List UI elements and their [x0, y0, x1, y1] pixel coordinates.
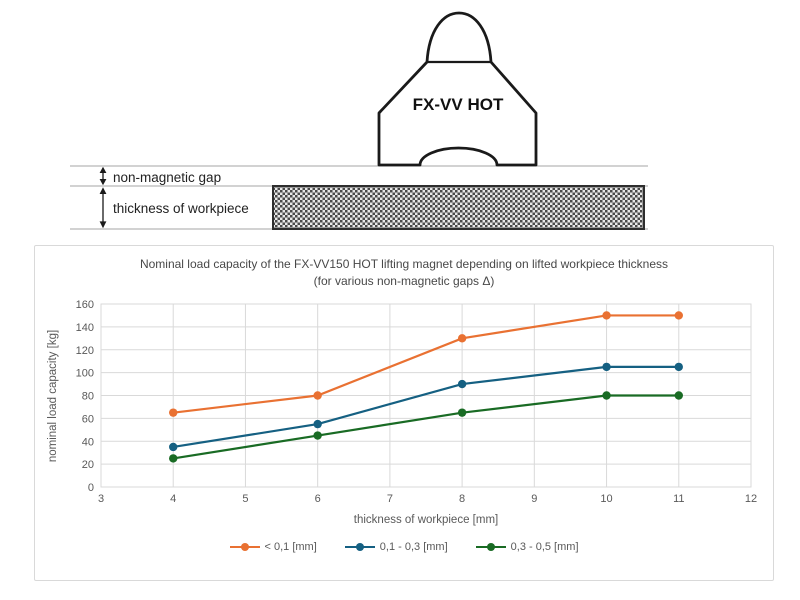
dimension-arrows	[99, 166, 107, 229]
series-line	[173, 314, 679, 414]
x-tick-label: 7	[387, 493, 393, 505]
legend-label: 0,3 - 0,5 [mm]	[510, 541, 579, 553]
series-line	[173, 365, 679, 449]
magnet-outline	[377, 11, 538, 167]
y-tick-label: 80	[82, 391, 94, 403]
x-axis-title: thickness of workpiece [mm]	[354, 514, 498, 526]
legend-item-0: < 0,1 [mm]	[229, 541, 317, 553]
x-tick-label: 3	[98, 493, 104, 505]
legend-label: < 0,1 [mm]	[264, 541, 317, 553]
y-tick-label: 140	[76, 322, 94, 334]
legend-label: 0,1 - 0,3 [mm]	[379, 541, 448, 553]
y-tick-label: 60	[82, 413, 94, 425]
data-point	[313, 419, 322, 429]
data-point	[457, 334, 467, 343]
magnet-diagram: FX-VV HOT non-magnetic gap thickness of …	[70, 11, 648, 230]
data-point	[674, 391, 683, 400]
data-point	[674, 311, 683, 320]
data-point	[169, 442, 178, 452]
data-point	[169, 408, 178, 417]
series-2	[169, 391, 683, 463]
series-0	[169, 311, 683, 417]
data-point	[602, 391, 611, 400]
series-line	[173, 394, 679, 460]
x-tick-label: 10	[600, 493, 612, 505]
x-tick-label: 9	[531, 493, 537, 505]
magnet-label: FX-VV HOT	[413, 95, 504, 114]
y-tick-label: 0	[88, 482, 94, 494]
lifting-magnet: FX-VV HOT	[377, 11, 538, 167]
y-tick-label: 100	[76, 368, 94, 380]
data-point	[674, 362, 683, 372]
data-point	[313, 431, 322, 440]
x-tick-label: 12	[745, 493, 757, 505]
y-tick-label: 120	[76, 345, 94, 357]
chart-svg: thickness of workpiece [mm] nominal load…	[47, 299, 757, 526]
data-point	[602, 311, 611, 320]
chart-title-line2: (for various non-magnetic gaps Δ)	[313, 274, 495, 289]
legend-item-2: 0,3 - 0,5 [mm]	[475, 541, 579, 553]
y-tick-label: 160	[76, 299, 94, 311]
x-tick-label: 8	[459, 493, 465, 505]
chart-legend: < 0,1 [mm] 0,1 - 0,3 [mm] 0,3 - 0,5 [mm]	[35, 541, 773, 553]
legend-marker-icon	[344, 543, 375, 551]
thickness-label: thickness of workpiece	[113, 201, 249, 216]
legend-marker-icon	[229, 543, 260, 551]
legend-marker-icon	[475, 543, 506, 551]
data-point	[602, 362, 611, 372]
series-1	[169, 362, 683, 452]
y-axis-title: nominal load capacity [kg]	[47, 330, 59, 462]
chart-title-line1: Nominal load capacity of the FX-VV150 HO…	[139, 257, 669, 271]
x-tick-label: 11	[673, 493, 684, 505]
data-point	[457, 379, 467, 389]
x-tick-label: 6	[315, 493, 321, 505]
chart-title: Nominal load capacity of the FX-VV150 HO…	[35, 256, 773, 291]
chart-panel: Nominal load capacity of the FX-VV150 HO…	[34, 245, 774, 581]
gap-label: non-magnetic gap	[113, 170, 221, 185]
workpiece-slab	[272, 185, 645, 230]
legend-item-1: 0,1 - 0,3 [mm]	[344, 541, 448, 553]
data-point	[169, 454, 178, 463]
y-tick-label: 20	[82, 459, 94, 471]
x-tick-label: 5	[242, 493, 248, 505]
data-point	[457, 408, 467, 417]
y-tick-label: 40	[82, 436, 94, 448]
x-tick-label: 4	[170, 493, 176, 505]
data-point	[313, 391, 322, 400]
